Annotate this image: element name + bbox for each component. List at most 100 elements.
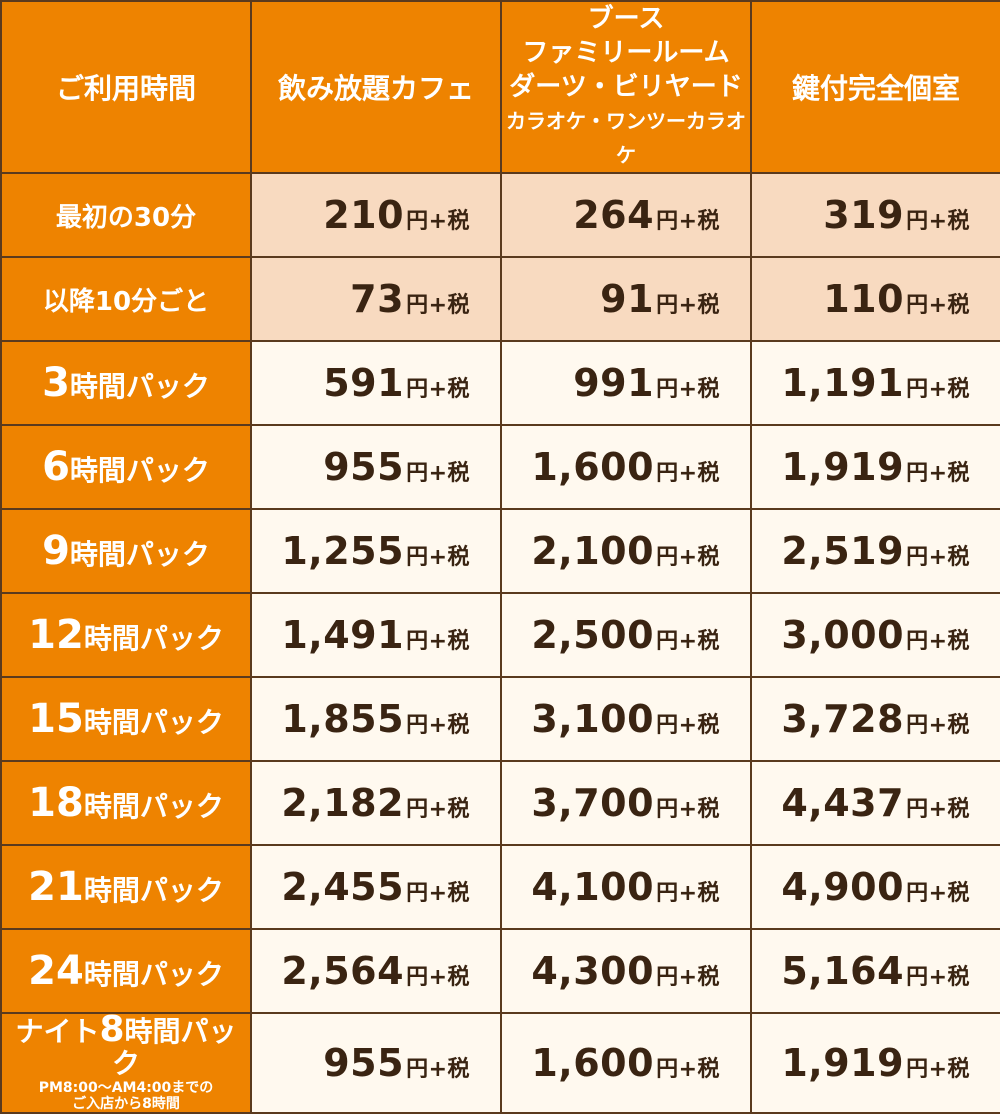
row-label: 6時間パック [0, 424, 252, 510]
row-label-number: 6 [42, 444, 70, 490]
table-row: 15時間パック 1,855円+税 3,100円+税 3,728円+税 [0, 676, 1000, 762]
price-value: 3,100 [531, 697, 655, 741]
booth-price: 2,100円+税 [500, 508, 752, 594]
row-label-text: 時間パック [69, 538, 210, 571]
row-label: 21時間パック [0, 844, 252, 930]
price-unit: 円+税 [406, 797, 470, 822]
price-value: 2,519 [781, 529, 905, 573]
cafe-price: 2,182円+税 [250, 760, 502, 846]
table-row: 12時間パック 1,491円+税 2,500円+税 3,000円+税 [0, 592, 1000, 678]
booth-price: 4,100円+税 [500, 844, 752, 930]
price-value: 2,182 [281, 781, 405, 825]
price-unit: 円+税 [406, 965, 470, 990]
booth-price: 4,300円+税 [500, 928, 752, 1014]
price-unit: 円+税 [406, 293, 470, 318]
price-value: 264 [573, 193, 655, 237]
price-value: 3,728 [781, 697, 905, 741]
table-row: 18時間パック 2,182円+税 3,700円+税 4,437円+税 [0, 760, 1000, 846]
private-price: 110円+税 [750, 256, 1000, 342]
private-price: 3,728円+税 [750, 676, 1000, 762]
price-value: 1,191 [781, 361, 905, 405]
price-value: 955 [323, 445, 405, 489]
private-price: 1,919円+税 [750, 424, 1000, 510]
row-label-number: 24 [28, 948, 84, 994]
booth-price: 1,600円+税 [500, 1012, 752, 1114]
price-value: 3,700 [531, 781, 655, 825]
cafe-price: 2,564円+税 [250, 928, 502, 1014]
price-value: 210 [323, 193, 405, 237]
row-label-number: 3 [42, 360, 70, 406]
table-row: 以降10分ごと 73円+税 91円+税 110円+税 [0, 256, 1000, 342]
table-row: 6時間パック 955円+税 1,600円+税 1,919円+税 [0, 424, 1000, 510]
header-booth-line3: ダーツ・ビリヤード [509, 72, 743, 102]
price-unit: 円+税 [656, 881, 720, 906]
price-unit: 円+税 [906, 461, 970, 486]
price-value: 4,100 [531, 865, 655, 909]
price-value: 1,255 [281, 529, 405, 573]
price-unit: 円+税 [906, 1057, 970, 1082]
price-value: 1,919 [781, 445, 905, 489]
price-unit: 円+税 [656, 545, 720, 570]
price-unit: 円+税 [406, 881, 470, 906]
price-value: 1,600 [531, 1041, 655, 1085]
row-label-text: 時間パック [83, 622, 224, 655]
price-unit: 円+税 [406, 1057, 470, 1082]
private-price: 1,919円+税 [750, 1012, 1000, 1114]
price-unit: 円+税 [906, 965, 970, 990]
price-unit: 円+税 [906, 881, 970, 906]
header-time: ご利用時間 [0, 0, 252, 174]
price-value: 2,564 [281, 949, 405, 993]
price-unit: 円+税 [656, 797, 720, 822]
price-unit: 円+税 [406, 545, 470, 570]
header-booth-line2: ファミリールーム [522, 38, 730, 68]
night-title: ナイト8時間パック [15, 1009, 237, 1080]
row-label-text: 時間パック [83, 958, 224, 991]
price-value: 1,919 [781, 1041, 905, 1085]
price-unit: 円+税 [656, 377, 720, 402]
price-value: 955 [323, 1041, 405, 1085]
price-unit: 円+税 [656, 293, 720, 318]
cafe-price: 1,491円+税 [250, 592, 502, 678]
private-price: 1,191円+税 [750, 340, 1000, 426]
table-row: 9時間パック 1,255円+税 2,100円+税 2,519円+税 [0, 508, 1000, 594]
row-label-text: 時間パック [83, 706, 224, 739]
cafe-price: 1,855円+税 [250, 676, 502, 762]
row-label-text: 時間パック [83, 874, 224, 907]
header-booth: ブース ファミリールーム ダーツ・ビリヤード カラオケ・ワンツーカラオケ [500, 0, 752, 174]
header-private: 鍵付完全個室 [750, 0, 1000, 174]
price-value: 91 [600, 277, 655, 321]
header-cafe: 飲み放題カフェ [250, 0, 502, 174]
booth-price: 2,500円+税 [500, 592, 752, 678]
price-unit: 円+税 [406, 461, 470, 486]
price-unit: 円+税 [906, 629, 970, 654]
row-label-text: 時間パック [69, 370, 210, 403]
price-unit: 円+税 [906, 293, 970, 318]
row-label: 最初の30分 [0, 172, 252, 258]
booth-price: 3,700円+税 [500, 760, 752, 846]
price-unit: 円+税 [656, 1057, 720, 1082]
price-unit: 円+税 [656, 461, 720, 486]
table-row: 24時間パック 2,564円+税 4,300円+税 5,164円+税 [0, 928, 1000, 1014]
cafe-price: 210円+税 [250, 172, 502, 258]
cafe-price: 955円+税 [250, 424, 502, 510]
price-value: 4,437 [781, 781, 905, 825]
price-unit: 円+税 [656, 209, 720, 234]
price-unit: 円+税 [656, 713, 720, 738]
header-booth-line4: カラオケ・ワンツーカラオケ [506, 109, 746, 167]
row-label: 以降10分ごと [0, 256, 252, 342]
price-value: 4,900 [781, 865, 905, 909]
row-label-text: 時間パック [69, 454, 210, 487]
private-price: 4,437円+税 [750, 760, 1000, 846]
booth-price: 91円+税 [500, 256, 752, 342]
row-label: 12時間パック [0, 592, 252, 678]
price-value: 4,300 [531, 949, 655, 993]
price-value: 591 [323, 361, 405, 405]
private-price: 319円+税 [750, 172, 1000, 258]
price-value: 1,855 [281, 697, 405, 741]
row-label-text: 以降10分ごと [42, 286, 210, 317]
price-unit: 円+税 [906, 209, 970, 234]
row-label-number: 18 [28, 780, 84, 826]
row-label: 3時間パック [0, 340, 252, 426]
price-value: 110 [823, 277, 905, 321]
price-value: 991 [573, 361, 655, 405]
